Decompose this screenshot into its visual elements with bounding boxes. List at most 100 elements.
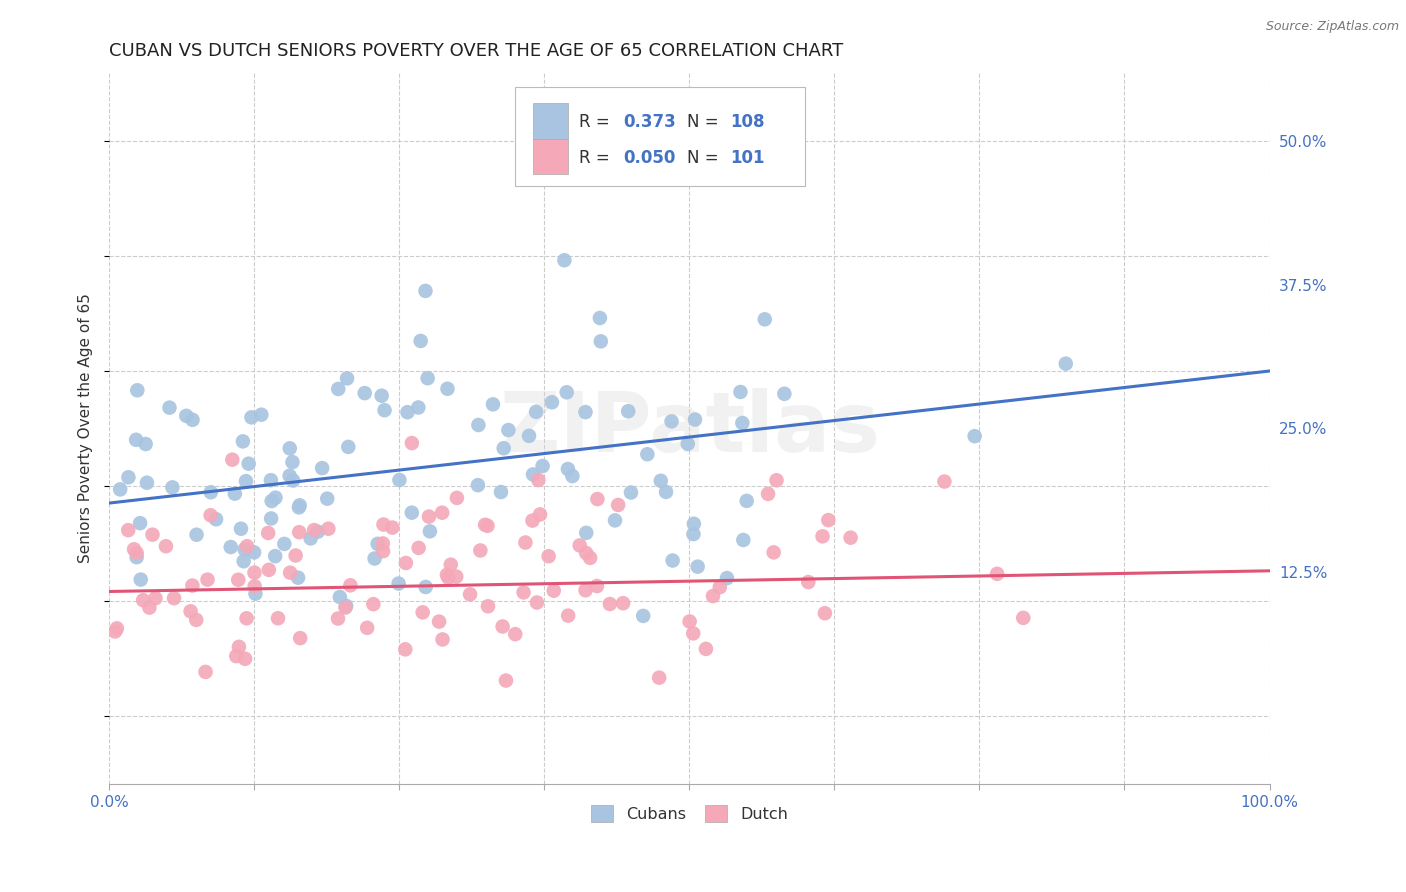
Text: 108: 108 xyxy=(730,113,765,131)
Point xyxy=(388,473,411,487)
Text: N =: N = xyxy=(688,113,724,131)
Point xyxy=(631,608,654,623)
Point xyxy=(430,506,453,520)
Point xyxy=(284,549,307,563)
Point xyxy=(409,334,432,348)
Point xyxy=(648,671,671,685)
Point xyxy=(394,642,416,657)
Point xyxy=(229,522,252,536)
Point xyxy=(612,596,634,610)
Point xyxy=(396,405,419,419)
Point xyxy=(273,537,295,551)
Point xyxy=(568,538,591,552)
Point xyxy=(702,589,724,603)
Point xyxy=(814,606,837,620)
Point xyxy=(307,524,329,539)
Point xyxy=(260,511,283,525)
Point xyxy=(141,527,163,541)
Point xyxy=(650,474,672,488)
Point xyxy=(278,468,301,483)
Point xyxy=(773,386,796,401)
Point xyxy=(125,433,148,447)
Point xyxy=(235,611,257,625)
Point xyxy=(326,611,349,625)
Text: R =: R = xyxy=(579,149,616,167)
Point xyxy=(541,395,564,409)
Point xyxy=(387,576,409,591)
Point xyxy=(163,591,186,606)
Point xyxy=(716,571,738,585)
Point xyxy=(381,520,404,534)
Point xyxy=(482,397,505,411)
Point xyxy=(415,284,437,298)
Point xyxy=(678,615,700,629)
Point xyxy=(181,413,204,427)
Point xyxy=(370,389,392,403)
Point xyxy=(963,429,986,443)
Point xyxy=(529,508,551,522)
Point xyxy=(817,513,839,527)
Point xyxy=(302,523,325,537)
Point xyxy=(205,512,228,526)
Point xyxy=(579,550,602,565)
Point xyxy=(416,371,439,385)
Point xyxy=(122,542,145,557)
Point xyxy=(336,371,359,385)
Point xyxy=(264,491,287,505)
Point xyxy=(436,567,458,582)
Point xyxy=(683,412,706,426)
Point xyxy=(1012,611,1035,625)
Point xyxy=(371,544,394,558)
Point xyxy=(531,458,554,473)
Point xyxy=(839,531,862,545)
Point xyxy=(260,494,283,508)
Point xyxy=(515,535,537,549)
Point xyxy=(522,514,544,528)
Point xyxy=(257,525,280,540)
Point xyxy=(574,405,596,419)
Point xyxy=(311,461,333,475)
Point xyxy=(245,587,267,601)
Point xyxy=(135,437,157,451)
Point xyxy=(477,518,499,533)
Point xyxy=(574,583,596,598)
Point xyxy=(474,517,496,532)
Point xyxy=(250,408,273,422)
Point xyxy=(446,569,468,583)
Point xyxy=(730,384,752,399)
Point xyxy=(186,527,208,541)
Point xyxy=(371,536,394,550)
Point xyxy=(221,452,243,467)
Point xyxy=(228,640,250,654)
Point xyxy=(194,665,217,679)
Point xyxy=(527,473,550,487)
Point xyxy=(125,550,148,565)
Point xyxy=(135,475,157,490)
Point xyxy=(243,545,266,559)
Point xyxy=(419,524,441,539)
Point xyxy=(159,401,181,415)
Text: CUBAN VS DUTCH SENIORS POVERTY OVER THE AGE OF 65 CORRELATION CHART: CUBAN VS DUTCH SENIORS POVERTY OVER THE … xyxy=(110,42,844,60)
Point xyxy=(589,334,612,349)
Point xyxy=(543,583,565,598)
Point xyxy=(756,487,779,501)
Point xyxy=(522,467,544,482)
Point xyxy=(233,652,256,666)
Point xyxy=(104,624,127,639)
Y-axis label: Seniors Poverty Over the Age of 65: Seniors Poverty Over the Age of 65 xyxy=(79,293,93,564)
Point xyxy=(401,436,423,450)
Point xyxy=(458,587,481,601)
Point xyxy=(356,621,378,635)
Point xyxy=(661,553,683,567)
Point xyxy=(328,382,350,396)
Point xyxy=(503,627,526,641)
Point xyxy=(517,429,540,443)
Point xyxy=(557,608,579,623)
Point xyxy=(219,540,242,554)
Point xyxy=(129,573,152,587)
Point xyxy=(243,579,266,593)
Point xyxy=(467,478,489,492)
Point xyxy=(373,517,395,532)
Point xyxy=(686,559,709,574)
Point xyxy=(495,673,517,688)
